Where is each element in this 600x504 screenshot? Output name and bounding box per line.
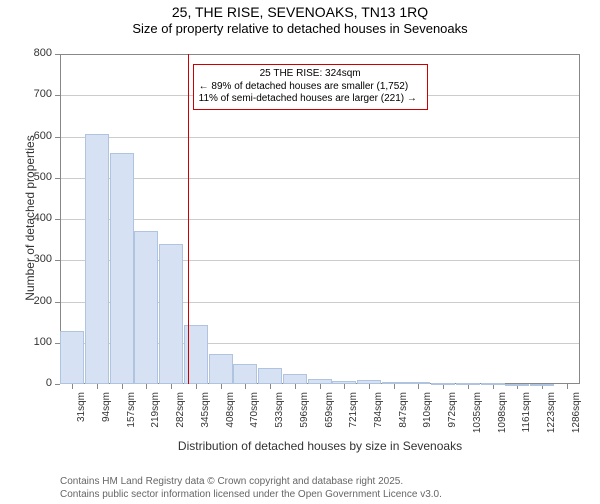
histogram-bar [382,382,406,384]
histogram-bar [110,153,134,384]
xtick [245,384,246,389]
histogram-bar [134,231,158,384]
xtick-label: 659sqm [324,392,335,446]
xtick [270,384,271,389]
annotation-line2: ← 89% of detached houses are smaller (1,… [199,81,422,94]
xtick [97,384,98,389]
histogram-bar [406,382,430,384]
histogram-bar [283,374,307,384]
footer-line1: Contains HM Land Registry data © Crown c… [60,476,442,489]
xtick [295,384,296,389]
histogram-bar [308,379,332,384]
ytick [55,95,60,96]
xtick-label: 1161sqm [521,392,532,446]
chart-subtitle: Size of property relative to detached ho… [0,21,600,36]
xtick [72,384,73,389]
xtick-label: 784sqm [373,392,384,446]
ytick [55,54,60,55]
xtick-label: 94sqm [101,392,112,446]
histogram-bar [60,331,84,384]
xtick [146,384,147,389]
ytick [55,384,60,385]
xtick [344,384,345,389]
xtick [369,384,370,389]
xtick-label: 1098sqm [497,392,508,446]
xtick-label: 721sqm [348,392,359,446]
reference-line [188,54,189,384]
xtick-label: 31sqm [76,392,87,446]
xtick-label: 345sqm [200,392,211,446]
histogram-bar [332,381,356,384]
gridline-y [61,137,579,138]
xtick-label: 157sqm [126,392,137,446]
annotation-line1: 25 THE RISE: 324sqm [199,68,422,81]
histogram-bar [481,383,505,385]
ytick [55,137,60,138]
xtick [171,384,172,389]
y-axis-label: Number of detached properties [23,128,37,308]
xtick-label: 1035sqm [472,392,483,446]
gridline-y [61,219,579,220]
ytick-label: 0 [22,377,52,389]
xtick-label: 596sqm [299,392,310,446]
histogram-bar [258,368,282,384]
xtick-label: 533sqm [274,392,285,446]
ytick [55,260,60,261]
ytick [55,219,60,220]
gridline-y [61,178,579,179]
footer-line2: Contains public sector information licen… [60,489,442,502]
ytick-label: 800 [22,47,52,59]
histogram-bar [85,134,109,384]
xtick-label: 282sqm [175,392,186,446]
xtick-label: 219sqm [150,392,161,446]
xtick-label: 1286sqm [571,392,582,446]
xtick-label: 972sqm [447,392,458,446]
histogram-bar [431,383,455,385]
xtick [196,384,197,389]
histogram-bar [209,354,233,384]
xtick [567,384,568,389]
x-axis-label: Distribution of detached houses by size … [170,439,470,453]
histogram-bar [159,244,183,384]
ytick [55,302,60,303]
xtick [394,384,395,389]
reference-annotation: 25 THE RISE: 324sqm ← 89% of detached ho… [193,64,428,110]
histogram-bar [505,384,529,386]
xtick-label: 408sqm [225,392,236,446]
histogram-bar [357,380,381,384]
footer-attribution: Contains HM Land Registry data © Crown c… [60,476,442,501]
xtick-label: 910sqm [422,392,433,446]
xtick [320,384,321,389]
histogram-bar [530,384,554,386]
annotation-line3: 11% of semi-detached houses are larger (… [199,93,422,106]
xtick-label: 470sqm [249,392,260,446]
xtick-label: 1223sqm [546,392,557,446]
xtick [418,384,419,389]
ytick [55,178,60,179]
ytick-label: 100 [22,336,52,348]
xtick [122,384,123,389]
ytick-label: 700 [22,88,52,100]
xtick [221,384,222,389]
xtick-label: 847sqm [398,392,409,446]
histogram-bar [233,364,257,384]
chart-title: 25, THE RISE, SEVENOAKS, TN13 1RQ [0,4,600,20]
histogram-bar [456,383,480,385]
